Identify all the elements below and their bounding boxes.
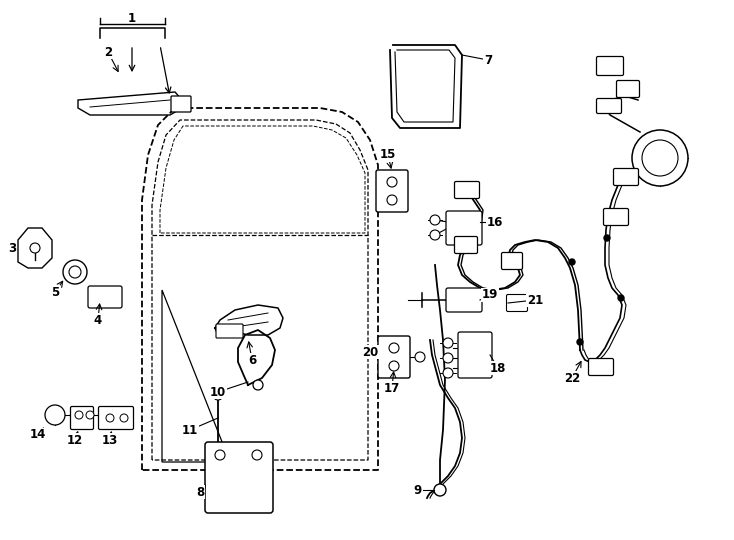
Text: 18: 18 <box>490 361 506 375</box>
FancyBboxPatch shape <box>98 407 134 429</box>
Text: 3: 3 <box>8 241 16 254</box>
Circle shape <box>75 411 83 419</box>
Circle shape <box>443 368 453 378</box>
FancyBboxPatch shape <box>88 286 122 308</box>
Circle shape <box>45 405 65 425</box>
Text: 22: 22 <box>564 372 580 384</box>
Circle shape <box>642 140 678 176</box>
Text: 2: 2 <box>104 45 112 58</box>
FancyBboxPatch shape <box>597 57 623 76</box>
FancyBboxPatch shape <box>70 407 93 429</box>
FancyBboxPatch shape <box>216 324 243 338</box>
Circle shape <box>430 215 440 225</box>
Text: 6: 6 <box>248 354 256 367</box>
Circle shape <box>434 484 446 496</box>
Text: 16: 16 <box>487 215 504 228</box>
Circle shape <box>618 295 624 301</box>
Text: 5: 5 <box>51 286 59 299</box>
Circle shape <box>63 260 87 284</box>
Circle shape <box>443 353 453 363</box>
FancyBboxPatch shape <box>454 237 478 253</box>
Circle shape <box>86 411 94 419</box>
FancyBboxPatch shape <box>603 208 628 226</box>
Text: 21: 21 <box>527 294 543 307</box>
Circle shape <box>389 361 399 371</box>
Text: 1: 1 <box>128 11 136 24</box>
FancyBboxPatch shape <box>501 253 523 269</box>
Circle shape <box>430 230 440 240</box>
Text: 17: 17 <box>384 381 400 395</box>
Circle shape <box>569 259 575 265</box>
FancyBboxPatch shape <box>597 98 622 113</box>
Circle shape <box>213 390 223 400</box>
Circle shape <box>604 235 610 241</box>
Circle shape <box>120 414 128 422</box>
Circle shape <box>253 380 263 390</box>
FancyBboxPatch shape <box>617 80 639 98</box>
Circle shape <box>106 414 114 422</box>
FancyBboxPatch shape <box>446 288 482 312</box>
Circle shape <box>632 130 688 186</box>
Circle shape <box>415 352 425 362</box>
FancyBboxPatch shape <box>446 211 482 245</box>
FancyBboxPatch shape <box>378 336 410 378</box>
FancyBboxPatch shape <box>205 442 273 513</box>
Circle shape <box>577 339 583 345</box>
Text: 15: 15 <box>379 148 396 161</box>
FancyBboxPatch shape <box>589 359 614 375</box>
Text: 14: 14 <box>30 429 46 442</box>
Text: 20: 20 <box>362 346 378 359</box>
Text: 8: 8 <box>196 485 204 498</box>
Text: 10: 10 <box>210 386 226 399</box>
Text: 13: 13 <box>102 434 118 447</box>
Circle shape <box>387 177 397 187</box>
Text: 12: 12 <box>67 434 83 447</box>
Circle shape <box>30 243 40 253</box>
Circle shape <box>389 343 399 353</box>
FancyBboxPatch shape <box>458 332 492 378</box>
Text: 11: 11 <box>182 423 198 436</box>
Circle shape <box>215 450 225 460</box>
Circle shape <box>387 195 397 205</box>
FancyBboxPatch shape <box>454 181 479 199</box>
FancyBboxPatch shape <box>506 294 528 312</box>
FancyBboxPatch shape <box>376 170 408 212</box>
FancyBboxPatch shape <box>614 168 639 186</box>
Circle shape <box>443 338 453 348</box>
Text: 7: 7 <box>484 53 492 66</box>
Text: 19: 19 <box>482 288 498 301</box>
Circle shape <box>252 450 262 460</box>
Text: 4: 4 <box>94 314 102 327</box>
Circle shape <box>69 266 81 278</box>
Text: 9: 9 <box>414 483 422 496</box>
FancyBboxPatch shape <box>171 96 191 112</box>
